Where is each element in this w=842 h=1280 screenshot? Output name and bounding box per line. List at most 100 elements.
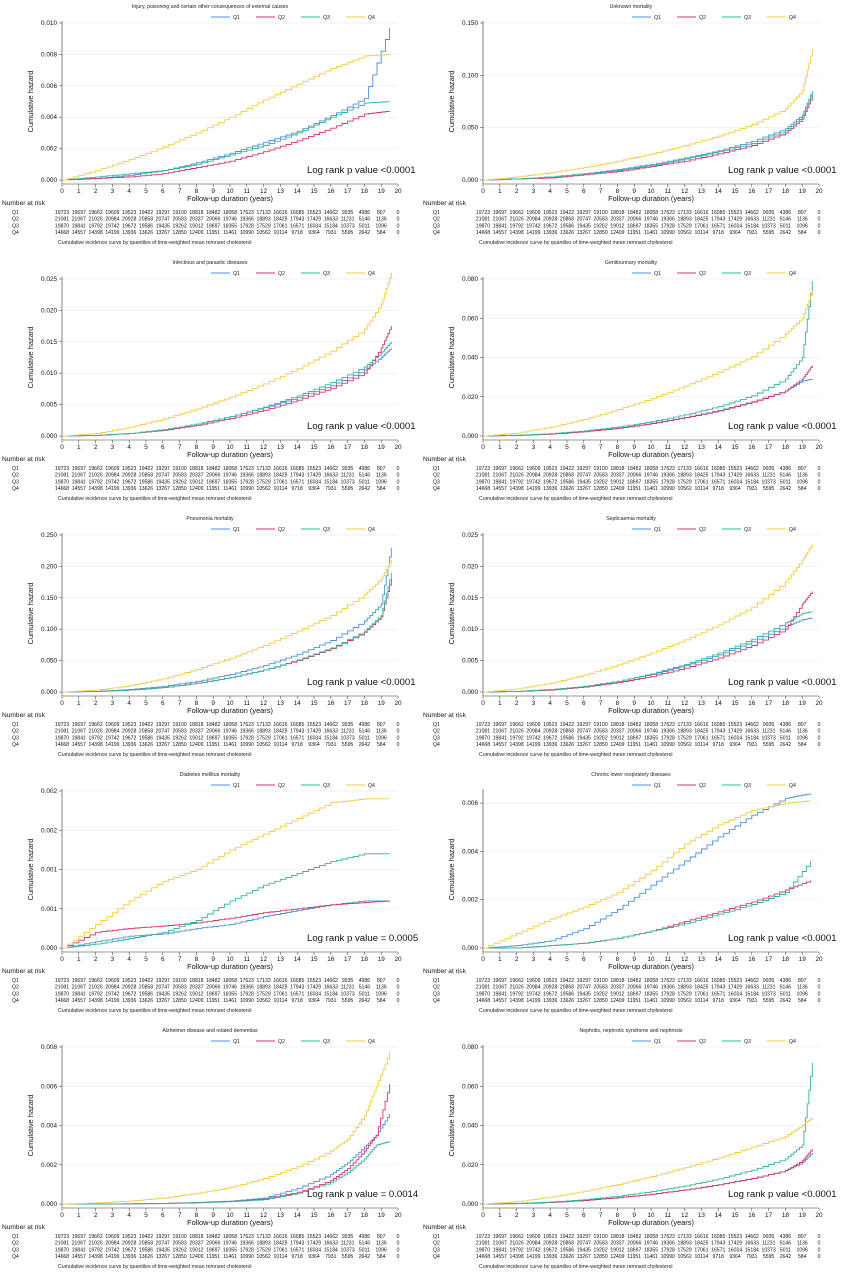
x-tick-label: 4 bbox=[548, 956, 552, 963]
risk-count: 18425 bbox=[694, 473, 708, 479]
risk-count: 17928 bbox=[240, 991, 254, 997]
risk-count: 19523 bbox=[122, 210, 136, 216]
x-tick-label: 1 bbox=[498, 188, 502, 195]
x-tick-label: 4 bbox=[127, 1212, 131, 1219]
series-line-q1 bbox=[62, 27, 391, 181]
risk-count: 19262 bbox=[594, 223, 608, 229]
risk-count: 20747 bbox=[156, 985, 170, 991]
risk-count: 0 bbox=[397, 466, 400, 472]
risk-count: 19746 bbox=[223, 729, 237, 735]
risk-count: 18058 bbox=[644, 978, 658, 984]
risk-count: 20337 bbox=[189, 217, 203, 223]
risk-count: 20928 bbox=[122, 217, 136, 223]
risk-count: 9718 bbox=[292, 230, 303, 236]
risk-count: 0 bbox=[397, 223, 400, 229]
x-tick-label: 12 bbox=[260, 956, 268, 963]
risk-count: 19672 bbox=[122, 479, 136, 485]
risk-count: 19100 bbox=[594, 978, 608, 984]
y-tick-label: 0.040 bbox=[462, 1123, 478, 1130]
risk-group-label: Q4 bbox=[433, 230, 440, 236]
risk-count: 18058 bbox=[644, 210, 658, 216]
risk-count: 5011 bbox=[359, 223, 370, 229]
risk-count: 18697 bbox=[627, 1247, 641, 1253]
y-tick-label: 0.004 bbox=[462, 848, 478, 855]
risk-count: 19870 bbox=[476, 479, 490, 485]
x-tick-label: 10 bbox=[647, 444, 655, 451]
x-tick-label: 16 bbox=[327, 700, 335, 707]
risk-count: 16616 bbox=[273, 978, 287, 984]
risk-count: 14398 bbox=[89, 998, 103, 1004]
risk-count: 18425 bbox=[694, 217, 708, 223]
risk-count: 14398 bbox=[89, 1254, 103, 1260]
risk-count: 19366 bbox=[661, 473, 675, 479]
risk-count: 13626 bbox=[139, 1254, 153, 1260]
risk-count: 10373 bbox=[341, 1247, 355, 1253]
risk-count: 17061 bbox=[694, 735, 708, 741]
risk-group-label: Q3 bbox=[433, 991, 440, 997]
risk-count: 16633 bbox=[745, 1241, 759, 1247]
number-at-risk-label: Number at risk bbox=[2, 968, 46, 975]
risk-count: 19742 bbox=[105, 1247, 119, 1253]
risk-count: 584 bbox=[377, 486, 386, 492]
risk-count: 16034 bbox=[307, 479, 321, 485]
risk-count: 18355 bbox=[644, 479, 658, 485]
legend-label-q3: Q3 bbox=[323, 1039, 330, 1045]
risk-count: 10114 bbox=[274, 486, 288, 492]
risk-count: 14662 bbox=[324, 210, 338, 216]
chart-title: Nephritis, nephrotic syndrome and nephro… bbox=[580, 1028, 683, 1034]
risk-count: 13626 bbox=[139, 230, 153, 236]
risk-count: 15523 bbox=[307, 210, 321, 216]
risk-count: 16633 bbox=[324, 217, 338, 223]
x-tick-label: 4 bbox=[548, 700, 552, 707]
risk-count: 11461 bbox=[644, 1254, 658, 1260]
risk-count: 19297 bbox=[577, 210, 591, 216]
risk-count: 11951 bbox=[627, 230, 641, 236]
risk-count: 19792 bbox=[89, 735, 103, 741]
risk-count: 13626 bbox=[139, 486, 153, 492]
risk-count: 16633 bbox=[324, 1241, 338, 1247]
risk-count: 12409 bbox=[189, 230, 203, 236]
series-line-q3 bbox=[62, 572, 392, 693]
risk-count: 19609 bbox=[105, 978, 119, 984]
risk-count: 0 bbox=[397, 729, 400, 735]
risk-count: 19422 bbox=[139, 210, 153, 216]
risk-count: 0 bbox=[818, 985, 821, 991]
risk-group-label: Q4 bbox=[12, 1254, 19, 1260]
risk-count: 1096 bbox=[797, 479, 808, 485]
risk-count: 15523 bbox=[728, 210, 742, 216]
legend-label-q4: Q4 bbox=[789, 1039, 796, 1045]
risk-count: 16034 bbox=[728, 735, 742, 741]
risk-count: 2642 bbox=[780, 998, 791, 1004]
x-tick-label: 9 bbox=[211, 188, 215, 195]
risk-count: 18893 bbox=[257, 1241, 271, 1247]
x-tick-label: 14 bbox=[715, 700, 723, 707]
x-tick-label: 13 bbox=[277, 1212, 285, 1219]
risk-count: 12850 bbox=[594, 230, 608, 236]
risk-count: 13626 bbox=[139, 742, 153, 748]
risk-count: 0 bbox=[818, 230, 821, 236]
series-line-q4 bbox=[62, 560, 392, 693]
x-tick-label: 0 bbox=[60, 188, 64, 195]
series-line-q3 bbox=[62, 853, 390, 949]
risk-count: 17061 bbox=[273, 1247, 287, 1253]
x-tick-label: 16 bbox=[748, 700, 756, 707]
risk-count: 0 bbox=[397, 1254, 400, 1260]
x-tick-label: 5 bbox=[144, 444, 148, 451]
x-tick-label: 10 bbox=[226, 1212, 234, 1219]
risk-count: 16633 bbox=[745, 729, 759, 735]
risk-count: 15184 bbox=[324, 735, 338, 741]
risk-count: 21081 bbox=[476, 473, 490, 479]
number-at-risk-label: Number at risk bbox=[2, 712, 46, 719]
risk-count: 19609 bbox=[526, 466, 540, 472]
risk-count: 19262 bbox=[594, 1247, 608, 1253]
chart-panel: Chronic lower respiratory diseases Q1 Q2 Q3… bbox=[421, 768, 842, 1024]
x-tick-label: 3 bbox=[111, 188, 115, 195]
risk-count: 19746 bbox=[223, 1241, 237, 1247]
series-line-q3 bbox=[62, 1141, 391, 1205]
risk-count: 19792 bbox=[510, 1247, 524, 1253]
risk-count: 14668 bbox=[476, 742, 490, 748]
x-tick-label: 17 bbox=[765, 956, 773, 963]
risk-count: 19297 bbox=[156, 722, 170, 728]
x-tick-label: 20 bbox=[394, 700, 402, 707]
risk-count: 20984 bbox=[526, 1241, 540, 1247]
